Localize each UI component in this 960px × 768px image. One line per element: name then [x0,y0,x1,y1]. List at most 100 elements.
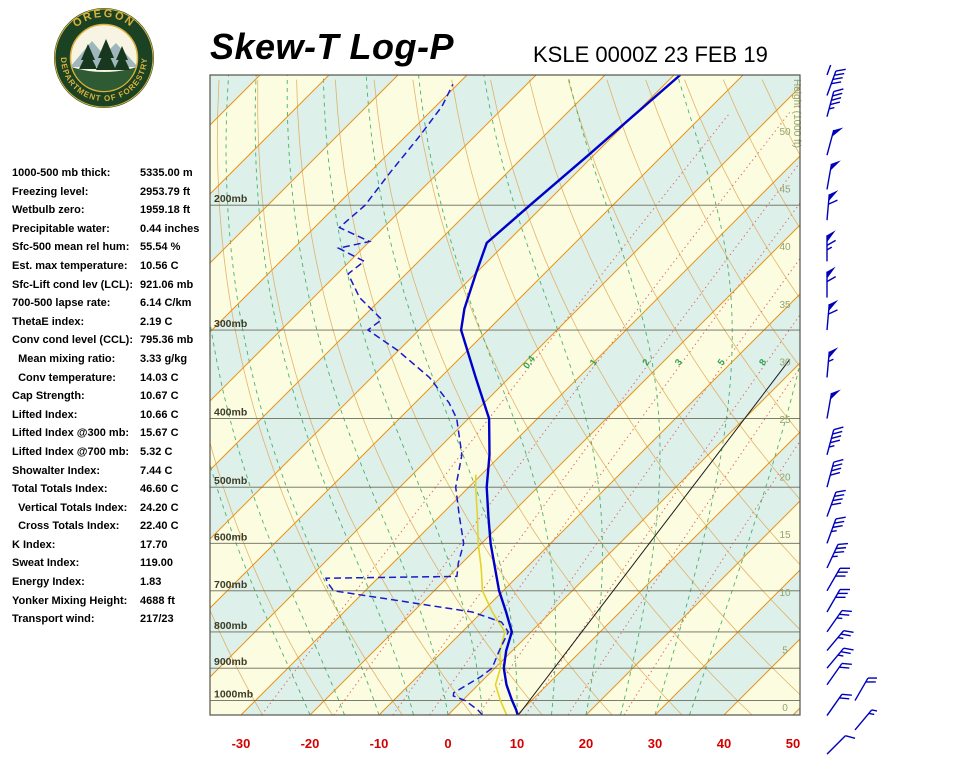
wind-barb [826,489,846,517]
wind-barb [826,389,841,419]
svg-text:0: 0 [782,703,788,714]
height-axis-title: Height (1000 ft) [791,79,802,148]
svg-text:200mb: 200mb [214,193,247,205]
index-label: Sweat Index: [12,557,80,570]
index-value: 217/23 [140,613,174,626]
index-value: 17.70 [140,538,168,551]
index-row: Est. max temperature: 10.56 C [12,260,199,272]
index-row: 700-500 lapse rate: 6.14 C/km [12,297,199,309]
svg-text:900mb: 900mb [214,656,247,668]
index-value: 921.06 mb [140,278,194,291]
index-label: Wetbulb zero: [12,204,85,217]
index-label: Energy Index: [12,576,85,589]
index-value: 5.32 C [140,445,173,458]
svg-text:35: 35 [779,300,791,311]
index-row: Showalter Index: 7.44 C [12,465,199,477]
index-row: Cap Strength: 10.67 C [12,390,199,402]
svg-text:0: 0 [444,736,451,751]
svg-text:500mb: 500mb [214,475,247,487]
index-row: Total Totals Index: 46.60 C [12,483,199,495]
wind-barb [826,588,850,613]
wind-barb-column [826,48,882,755]
wind-barb [826,693,852,716]
wind-barb [826,567,850,592]
svg-text:-30: -30 [232,736,251,751]
index-row: Sfc-500 mean rel hum: 55.54 % [12,241,199,253]
tree-icons [79,39,130,70]
svg-text:50: 50 [786,736,800,751]
svg-text:30: 30 [779,357,791,368]
temperature-line [459,75,681,715]
index-label: Conv temperature: [12,371,116,384]
index-label: Cross Totals Index: [12,520,120,533]
skewt-chart: 0.4 1 2 3 5 8 0 5 10 15 20 25 30 35 40 45 50 Height (1000… [205,48,882,765]
index-row: Mean mixing ratio: 3.33 g/kg [12,353,199,365]
index-row: ThetaE index: 2.19 C [12,316,199,328]
index-value: 1.83 [140,576,162,589]
index-value: 2953.79 ft [140,185,191,198]
svg-text:2: 2 [640,357,652,368]
wind-barb [826,68,846,96]
svg-text:15: 15 [779,530,791,541]
wind-barb [854,677,878,701]
index-label: Cap Strength: [12,390,85,403]
index-value: 10.67 C [140,390,179,403]
wind-barb [826,647,854,669]
wind-barb [826,347,839,378]
index-row: K Index: 17.70 [12,539,199,551]
index-row: Freezing level: 2953.79 ft [12,186,199,198]
index-label: 700-500 lapse rate: [12,297,111,310]
index-row: Conv cond level (CCL): 795.36 mb [12,334,199,346]
index-value: 15.67 C [140,427,179,440]
svg-text:5: 5 [716,357,728,368]
index-row: Lifted Index @700 mb: 5.32 C [12,446,199,458]
plot-area: 0.4 1 2 3 5 8 [210,75,800,715]
svg-text:600mb: 600mb [214,531,247,543]
index-label: Conv cond level (CCL): [12,334,134,347]
svg-text:800mb: 800mb [214,620,247,632]
svg-text:5: 5 [782,645,788,656]
index-value: 14.03 C [140,371,179,384]
svg-text:700mb: 700mb [214,579,247,591]
index-label: 1000-500 mb thick: [12,167,111,179]
index-row: Wetbulb zero: 1959.18 ft [12,204,199,216]
index-value: 795.36 mb [140,334,194,347]
index-label: Est. max temperature: [12,259,128,272]
index-row: Lifted Index @300 mb: 15.67 C [12,427,199,439]
wind-barb [826,516,846,544]
svg-text:50: 50 [779,127,791,138]
svg-text:-10: -10 [370,736,389,751]
index-row: Cross Totals Index: 22.40 C [12,520,199,532]
index-label: Mean mixing ratio: [12,352,116,365]
svg-text:1: 1 [588,357,600,368]
index-value: 7.44 C [140,464,173,477]
index-row: Sweat Index: 119.00 [12,557,199,569]
wind-barb [826,127,844,156]
wetbulb-line [474,474,508,715]
index-value: 4688 ft [140,594,175,607]
index-label: Lifted Index @300 mb: [12,427,130,440]
index-label: Lifted Index @700 mb: [12,445,130,458]
index-row: Conv temperature: 14.03 C [12,372,199,384]
index-value: 0.44 inches [140,222,200,235]
svg-text:-20: -20 [301,736,320,751]
index-label: K Index: [12,538,56,551]
index-value: 24.20 C [140,501,179,514]
index-label: Showalter Index: [12,464,101,477]
svg-text:400mb: 400mb [214,407,247,419]
index-label: ThetaE index: [12,315,85,328]
index-label: Total Totals Index: [12,483,108,496]
wind-barb [826,88,844,117]
dewpoint-line [324,83,510,715]
index-value: 55.54 % [140,241,181,254]
wind-barb [826,160,841,190]
wind-barb [826,458,844,488]
index-value: 5335.00 m [140,167,193,179]
index-value: 10.66 C [140,408,179,421]
svg-text:300mb: 300mb [214,318,247,330]
temperature-axis: -30 -20 -10 0 10 20 30 40 50 [232,736,801,751]
wind-barb [826,662,852,686]
wind-barb [826,426,844,455]
index-label: Sfc-500 mean rel hum: [12,241,130,254]
